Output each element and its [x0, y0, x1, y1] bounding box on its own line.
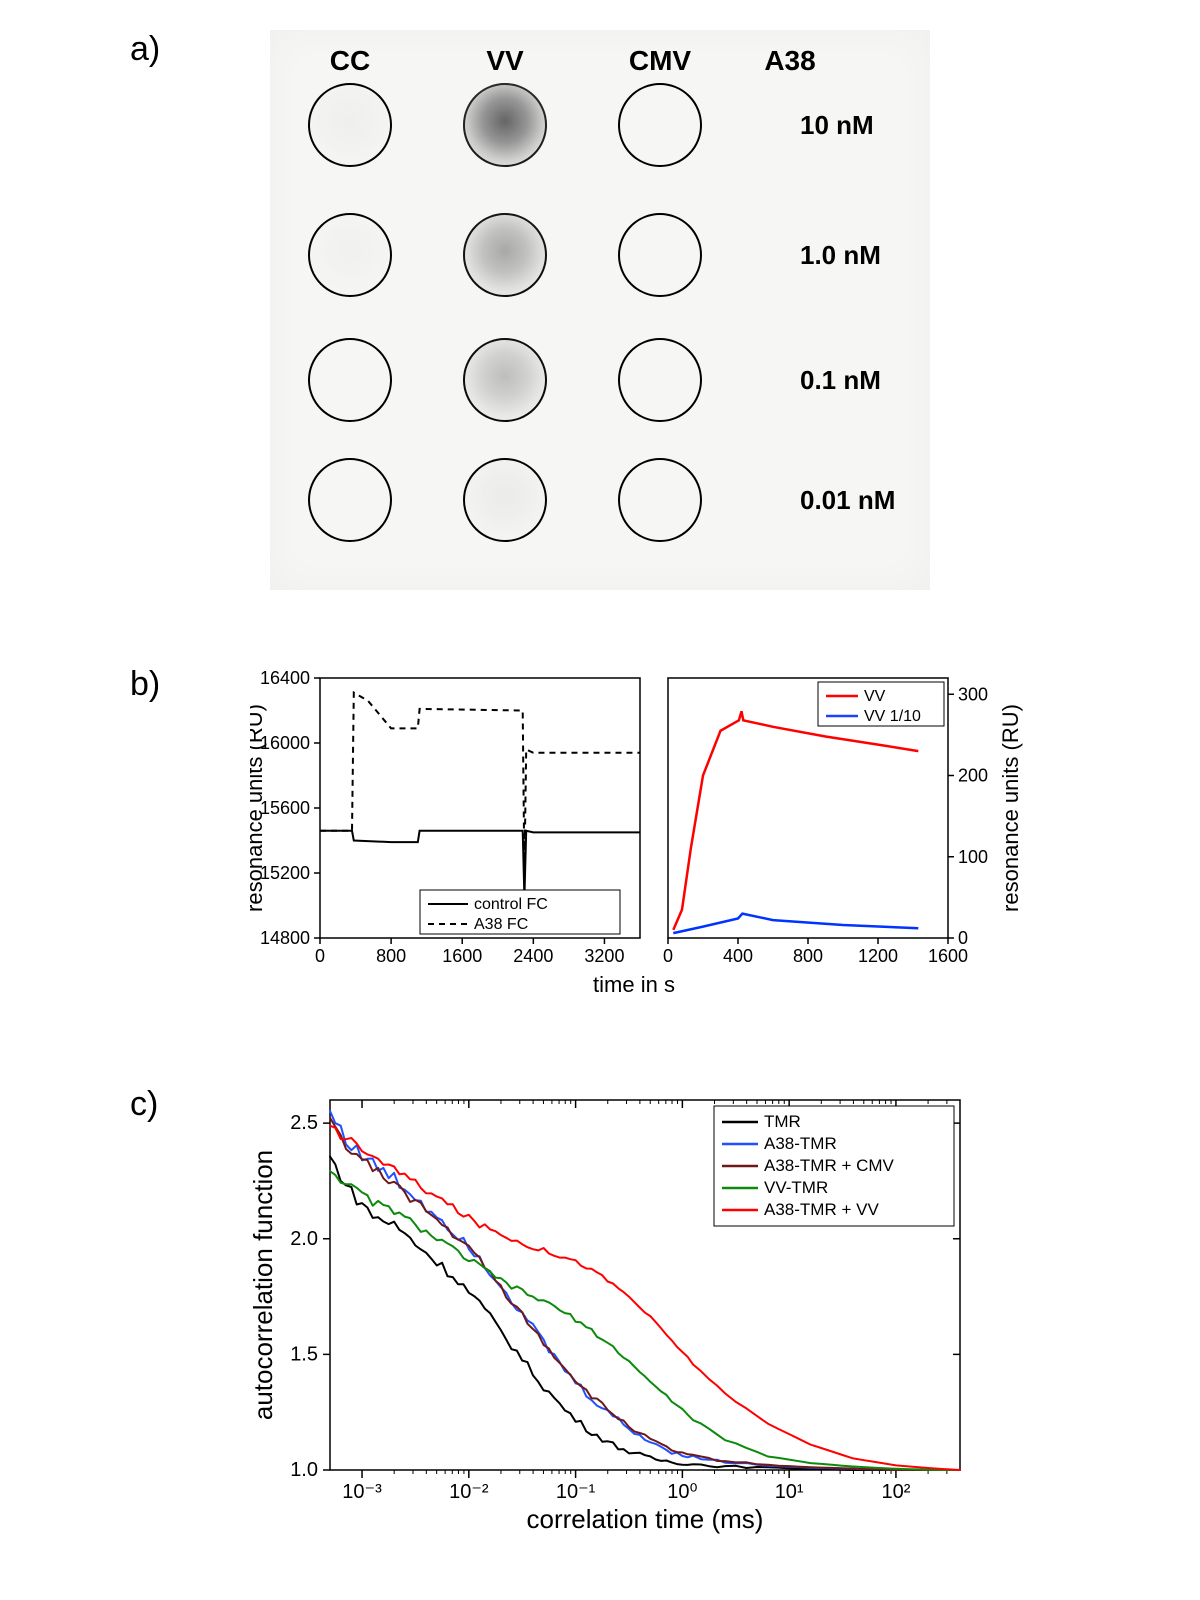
panel-b-spr: 0800160024003200148001520015600160001640…: [250, 660, 1030, 1000]
col-label-VV: VV: [460, 45, 550, 77]
well-CC-3: [308, 458, 392, 542]
svg-text:10⁻¹: 10⁻¹: [556, 1481, 596, 1503]
svg-text:0: 0: [958, 928, 968, 948]
row-label-1: 1.0 nM: [800, 240, 881, 271]
well-VV-3: [463, 458, 547, 542]
svg-text:A38-TMR + CMV: A38-TMR + CMV: [764, 1156, 895, 1175]
svg-text:10⁻³: 10⁻³: [342, 1481, 382, 1503]
svg-text:15600: 15600: [260, 798, 310, 818]
svg-text:resonance units (RU): resonance units (RU): [998, 704, 1023, 912]
row-label-3: 0.01 nM: [800, 485, 895, 516]
well-VV-1: [463, 213, 547, 297]
svg-text:1200: 1200: [858, 946, 898, 966]
svg-text:1600: 1600: [928, 946, 968, 966]
well-CC-0: [308, 83, 392, 167]
row-label-2: 0.1 nM: [800, 365, 881, 396]
svg-text:0: 0: [315, 946, 325, 966]
svg-text:800: 800: [376, 946, 406, 966]
svg-text:control FC: control FC: [474, 896, 548, 913]
svg-text:16000: 16000: [260, 733, 310, 753]
svg-text:3200: 3200: [584, 946, 624, 966]
row-label-0: 10 nM: [800, 110, 874, 141]
well-CC-1: [308, 213, 392, 297]
panel-c-fcs: 10⁻³ 10⁻² 10⁻¹ 10⁰ 10¹ 10² 1.0 1.5 2.0 2.5 correla…: [250, 1080, 1030, 1550]
svg-text:A38-TMR: A38-TMR: [764, 1134, 837, 1153]
svg-text:2.0: 2.0: [290, 1228, 318, 1250]
svg-text:2400: 2400: [513, 946, 553, 966]
svg-text:A38 FC: A38 FC: [474, 916, 528, 933]
svg-text:TMR: TMR: [764, 1112, 801, 1131]
svg-text:10¹: 10¹: [775, 1481, 804, 1503]
col-label-CMV: CMV: [615, 45, 705, 77]
svg-text:200: 200: [958, 766, 988, 786]
svg-text:10⁻²: 10⁻²: [449, 1481, 489, 1503]
svg-text:10⁰: 10⁰: [667, 1481, 697, 1503]
well-CMV-3: [618, 458, 702, 542]
well-VV-0: [463, 83, 547, 167]
panel-b-label: b): [130, 665, 160, 704]
svg-text:autocorrelation function: autocorrelation function: [250, 1150, 278, 1420]
col-label-CC: CC: [305, 45, 395, 77]
panel-c-label: c): [130, 1085, 158, 1124]
svg-text:800: 800: [793, 946, 823, 966]
panel-a-label: a): [130, 30, 160, 69]
svg-text:16400: 16400: [260, 668, 310, 688]
svg-text:300: 300: [958, 684, 988, 704]
svg-text:15200: 15200: [260, 863, 310, 883]
svg-text:VV 1/10: VV 1/10: [864, 708, 921, 725]
svg-text:14800: 14800: [260, 928, 310, 948]
svg-text:A38-TMR + VV: A38-TMR + VV: [764, 1200, 879, 1219]
svg-text:1.5: 1.5: [290, 1343, 318, 1365]
svg-text:resonance units (RU): resonance units (RU): [250, 704, 267, 912]
svg-text:100: 100: [958, 847, 988, 867]
svg-text:400: 400: [723, 946, 753, 966]
col-label-A38: A38: [745, 45, 835, 77]
well-CC-2: [308, 338, 392, 422]
svg-text:VV: VV: [864, 688, 886, 705]
well-CMV-1: [618, 213, 702, 297]
svg-text:0: 0: [663, 946, 673, 966]
svg-text:1.0: 1.0: [290, 1459, 318, 1481]
svg-text:time in s: time in s: [593, 972, 675, 997]
well-VV-2: [463, 338, 547, 422]
svg-text:correlation time (ms): correlation time (ms): [527, 1504, 764, 1534]
svg-text:1600: 1600: [442, 946, 482, 966]
svg-text:10²: 10²: [881, 1481, 910, 1503]
svg-text:VV-TMR: VV-TMR: [764, 1178, 828, 1197]
well-CMV-2: [618, 338, 702, 422]
panel-a-blot: CC VV CMV A38 10 nM 1.0 nM 0.1 nM 0.01 nM: [270, 30, 930, 590]
well-CMV-0: [618, 83, 702, 167]
svg-text:2.5: 2.5: [290, 1112, 318, 1134]
